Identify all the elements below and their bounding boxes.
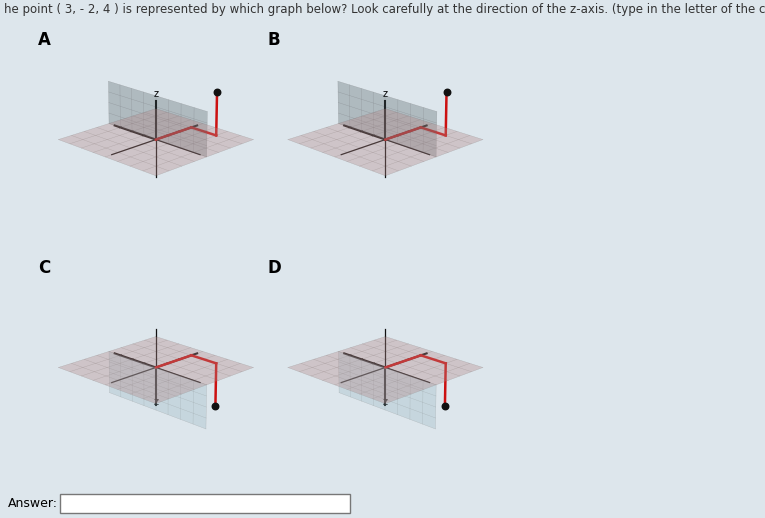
Text: Answer:: Answer: xyxy=(8,497,58,510)
Text: D: D xyxy=(268,259,282,277)
Text: C: C xyxy=(38,259,50,277)
Text: B: B xyxy=(268,31,281,49)
Text: he point ( 3, - 2, 4 ) is represented by which graph below? Look carefully at th: he point ( 3, - 2, 4 ) is represented by… xyxy=(4,3,765,16)
Text: A: A xyxy=(38,31,51,49)
FancyBboxPatch shape xyxy=(60,494,350,513)
